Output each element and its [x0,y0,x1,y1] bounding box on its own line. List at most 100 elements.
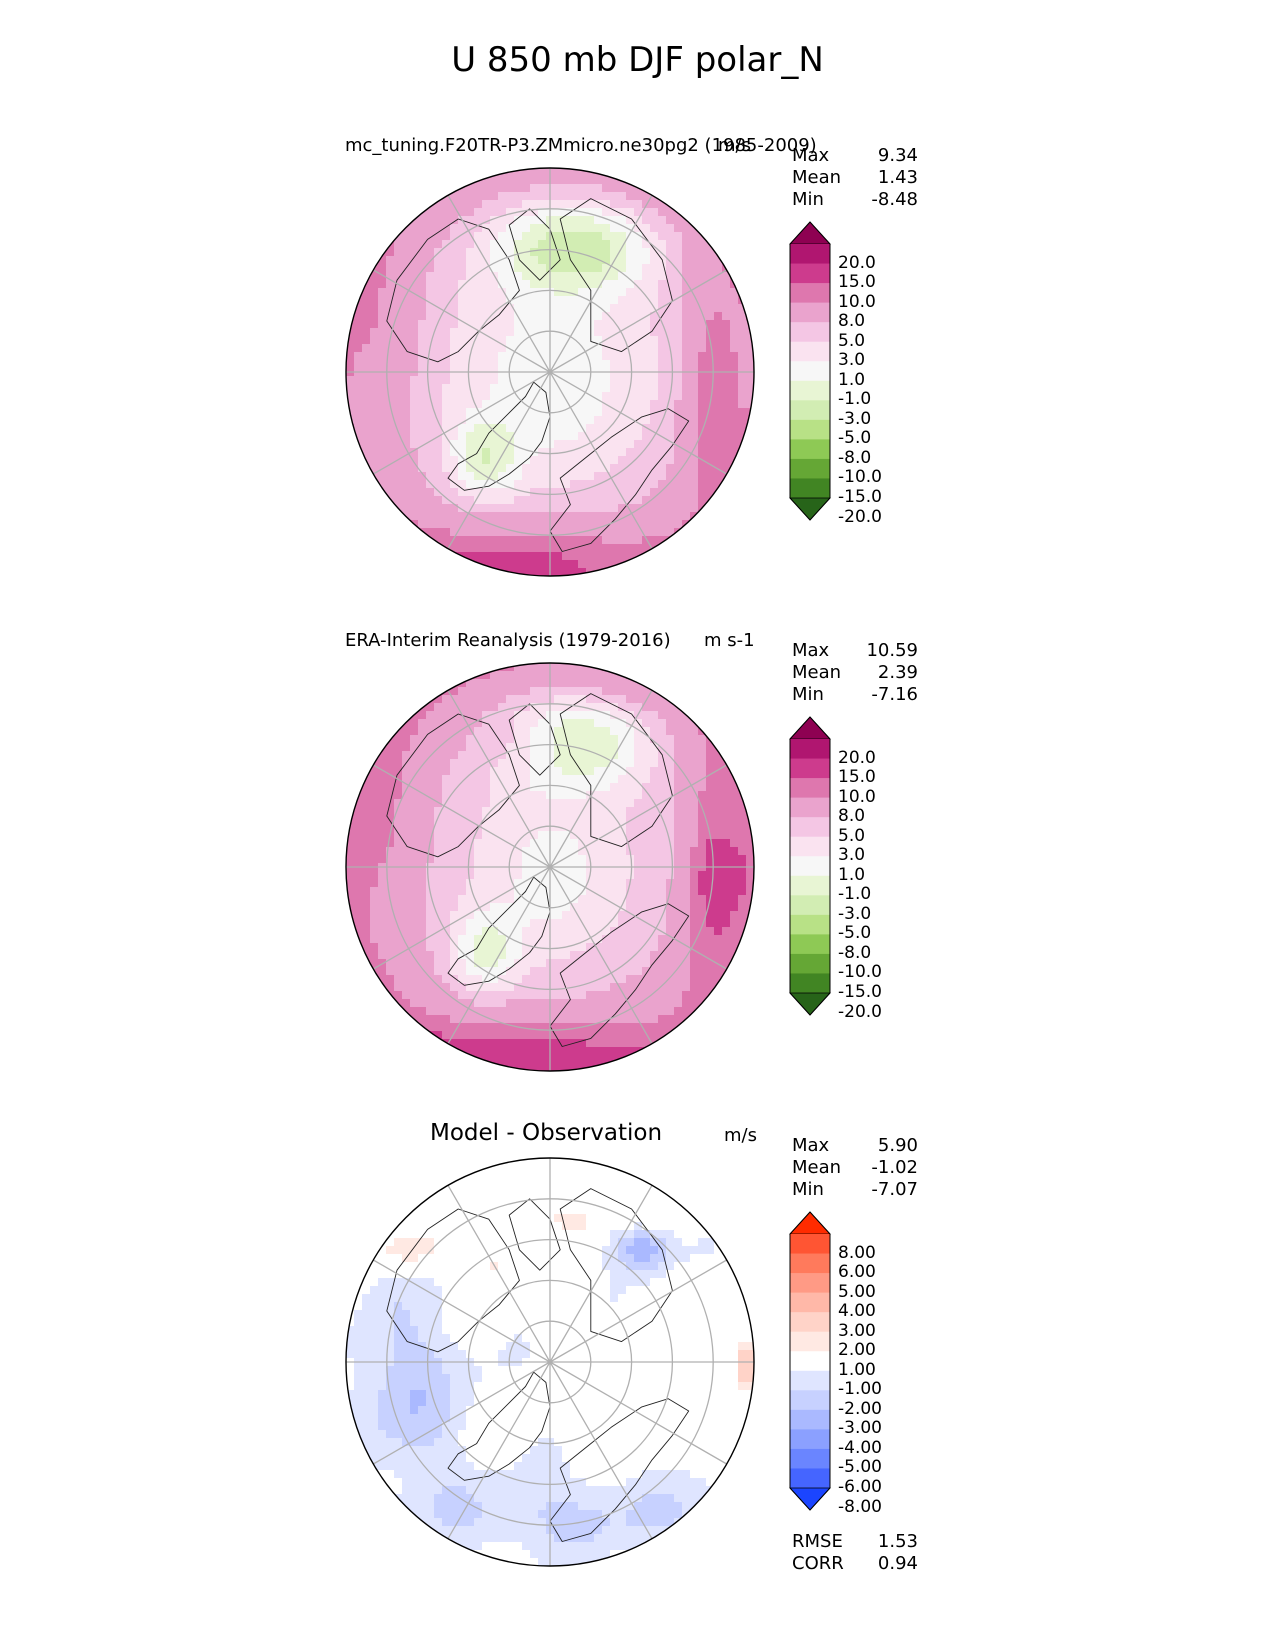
field-cell [386,1270,395,1279]
field-cell [578,176,587,185]
field-cell [578,264,587,273]
field-cell [722,895,731,904]
field-cell [498,560,507,569]
field-cell [602,296,611,305]
field-cell [386,488,395,497]
field-cell [650,336,659,345]
field-cell [634,1007,643,1016]
field-cell [714,951,723,960]
field-cell [562,1007,571,1016]
field-cell [450,967,459,976]
field-cell [674,256,683,265]
field-cell [482,320,491,329]
field-cell [538,759,547,768]
field-cell [730,879,739,888]
field-cell [682,456,691,465]
field-cell [506,208,515,217]
field-cell [602,903,611,912]
field-cell [682,1222,691,1231]
field-cell [474,400,483,409]
field-cell [514,184,523,193]
field-cell [538,464,547,473]
field-cell [522,312,531,321]
field-cell [602,1055,611,1064]
field-cell [442,975,451,984]
field-cell [482,200,491,209]
field-cell [650,416,659,425]
field-cell [530,352,539,361]
field-cell [554,783,563,792]
field-cell [498,256,507,265]
field-cell [530,1262,539,1271]
field-cell [658,296,667,305]
colorbar-tick-label: -15.0 [838,981,882,1002]
field-cell [658,943,667,952]
field-cell [658,975,667,984]
field-cell [530,424,539,433]
field-cell [738,831,747,840]
field-cell [538,200,547,209]
field-cell [618,408,627,417]
field-cell [514,496,523,505]
field-cell [474,1174,483,1183]
field-cell [482,456,491,465]
field-cell [658,711,667,720]
field-cell [370,879,379,888]
field-cell [610,1039,619,1048]
field-cell [538,392,547,401]
field-cell [354,352,363,361]
field-cell [570,823,579,832]
field-cell [418,312,427,321]
field-cell [442,919,451,928]
field-cell [698,831,707,840]
field-cell [642,544,651,553]
field-cell [698,296,707,305]
field-cell [658,719,667,728]
field-cell [586,1182,595,1191]
field-cell [642,983,651,992]
field-cell [666,903,675,912]
panel1-colorbar [789,221,831,521]
field-cell [618,895,627,904]
field-cell [666,440,675,449]
field-cell [378,759,387,768]
field-cell [450,448,459,457]
field-cell [722,767,731,776]
field-cell [474,496,483,505]
field-cell [722,975,731,984]
field-cell [434,711,443,720]
field-cell [666,703,675,712]
field-cell [506,1254,515,1263]
field-cell [698,743,707,752]
field-cell [530,1198,539,1207]
field-cell [626,488,635,497]
field-cell [466,536,475,545]
field-cell [618,815,627,824]
colorbar-tick-label: 15.0 [838,767,876,788]
field-cell [498,719,507,728]
field-cell [482,999,491,1008]
field-cell [530,911,539,920]
field-cell [602,272,611,281]
field-cell [618,775,627,784]
field-cell [642,456,651,465]
field-cell [554,815,563,824]
field-cell [690,488,699,497]
field-cell [474,743,483,752]
field-cell [562,1023,571,1032]
field-cell [482,424,491,433]
field-cell [610,695,619,704]
field-cell [682,983,691,992]
field-cell [538,735,547,744]
field-cell [706,799,715,808]
field-cell [490,951,499,960]
field-cell [586,887,595,896]
field-cell [674,1015,683,1024]
field-cell [690,384,699,393]
field-cell [642,192,651,201]
field-cell [514,568,523,576]
field-cell [418,1246,427,1255]
field-cell [538,1246,547,1255]
field-cell [474,520,483,529]
field-cell [578,1015,587,1024]
